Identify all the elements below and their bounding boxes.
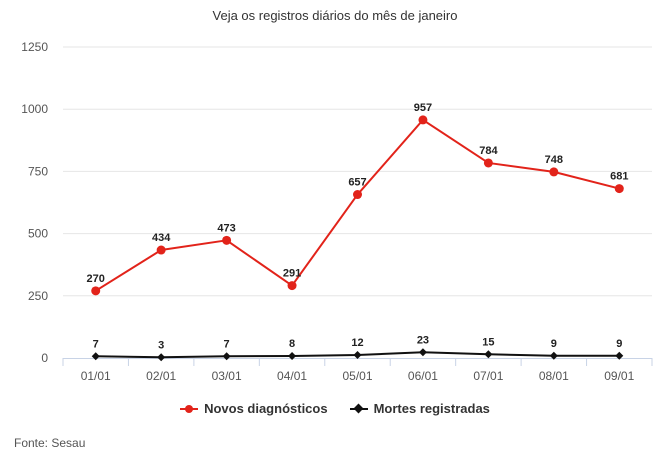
data-label: 12 (351, 337, 363, 349)
x-tick-label: 05/01 (342, 369, 372, 383)
data-label: 681 (610, 171, 628, 183)
y-tick-label: 750 (28, 164, 48, 178)
data-point (156, 245, 166, 255)
data-point (222, 235, 232, 245)
data-point (418, 115, 428, 125)
data-point (483, 158, 493, 168)
y-tick-label: 0 (41, 351, 48, 365)
x-tick-label: 06/01 (408, 369, 438, 383)
data-point (157, 353, 166, 362)
x-tick-label: 07/01 (473, 369, 503, 383)
data-point (287, 281, 297, 291)
data-point (91, 286, 101, 296)
legend-item-mortes-registradas[interactable]: Mortes registradas (349, 401, 490, 416)
y-tick-label: 1250 (21, 40, 48, 54)
data-point (288, 352, 297, 361)
legend-label: Novos diagnósticos (204, 401, 328, 416)
data-label: 15 (482, 336, 494, 348)
diamond-marker-icon (349, 403, 368, 414)
data-label: 9 (551, 338, 557, 350)
data-label: 748 (545, 154, 563, 166)
data-point (91, 352, 100, 361)
data-label: 270 (87, 273, 105, 285)
grid-lines (63, 46, 652, 297)
x-tick-label: 03/01 (212, 369, 242, 383)
data-label: 473 (217, 222, 235, 234)
x-axis: 01/01 02/01 03/01 04/01 05/01 06/01 07/01 08/01… (62, 358, 653, 383)
data-label: 434 (152, 232, 171, 244)
data-label: 657 (348, 177, 366, 189)
y-tick-label: 1000 (21, 102, 48, 116)
y-axis-ticks: 0 250 500 750 1000 1250 (21, 40, 48, 365)
data-point (353, 190, 362, 200)
chart-title: Veja os registros diários do mês de jane… (212, 8, 458, 23)
data-label: 7 (93, 338, 99, 350)
data-point (418, 348, 427, 357)
legend: Novos diagnósticos Mortes registradas (0, 401, 670, 416)
legend-label: Mortes registradas (373, 401, 490, 416)
data-label: 957 (414, 102, 432, 114)
data-point (222, 352, 231, 361)
series-line-novos-diagnosticos (95, 118, 620, 292)
circle-marker-icon (180, 404, 199, 414)
data-point (615, 351, 624, 360)
data-label: 8 (289, 338, 295, 350)
data-labels: 270 434 473 291 657 957 784 748 681 7 3 7 8 12 23 15 9 9 (87, 102, 629, 351)
y-tick-label: 250 (28, 289, 48, 303)
series-lines (95, 118, 620, 359)
legend-item-novos-diagnosticos[interactable]: Novos diagnósticos (180, 401, 328, 416)
x-tick-label: 04/01 (277, 369, 307, 383)
data-label: 23 (417, 334, 429, 346)
x-tick-label: 01/01 (81, 369, 111, 383)
data-label: 9 (616, 338, 622, 350)
data-point (614, 184, 624, 194)
data-label: 7 (224, 338, 230, 350)
data-label: 784 (479, 145, 498, 157)
data-label: 291 (283, 268, 301, 280)
source-note: Fonte: Sesau (14, 436, 86, 450)
data-point (353, 351, 362, 360)
data-point (549, 351, 558, 360)
data-point (484, 350, 493, 359)
data-label: 3 (158, 339, 164, 351)
x-tick-label: 02/01 (146, 369, 176, 383)
series-markers (91, 115, 624, 362)
data-point (549, 167, 559, 177)
y-tick-label: 500 (28, 227, 48, 241)
x-tick-label: 09/01 (604, 369, 634, 383)
x-tick-label: 08/01 (539, 369, 569, 383)
